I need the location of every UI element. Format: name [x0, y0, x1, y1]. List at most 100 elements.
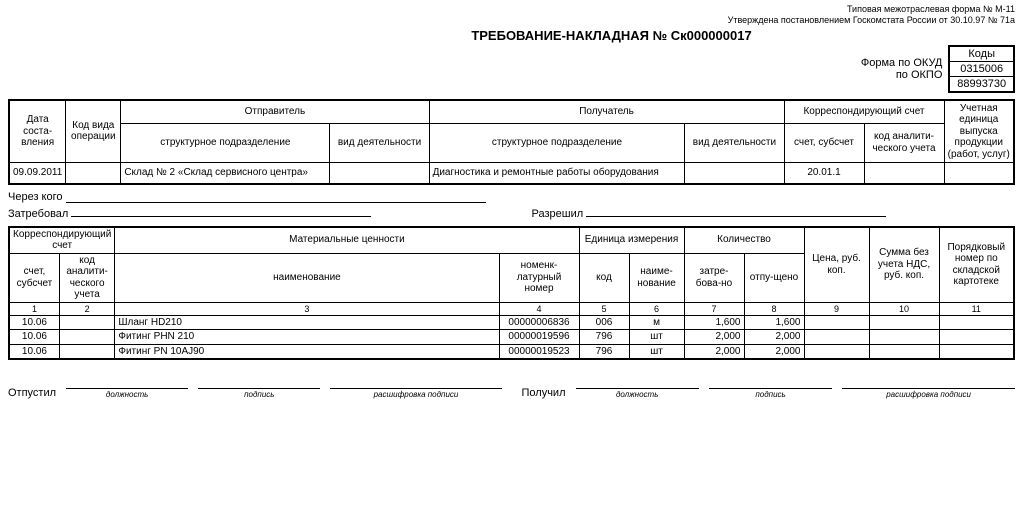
ih-code: код: [579, 253, 629, 302]
table-row: 10.06Фитинг PN 10AJ9000000019523796шт2,0…: [9, 344, 1014, 359]
table-cell: [869, 344, 939, 359]
cell-analyt: [864, 163, 944, 184]
cell-recv-struct: Диагностика и ремонтные работы оборудова…: [429, 163, 685, 184]
table-cell: [939, 344, 1014, 359]
received-position: должность: [576, 388, 699, 399]
okpo-label: по ОКПО: [861, 69, 943, 81]
table-cell: 006: [579, 315, 629, 330]
coln-3: 3: [115, 302, 499, 315]
table-cell: 10.06: [9, 330, 59, 345]
table-cell: 796: [579, 330, 629, 345]
ih-uname: наиме-нование: [629, 253, 684, 302]
coln-10: 10: [869, 302, 939, 315]
col-sender-struct: структурное подразделение: [121, 123, 330, 162]
table-cell: Фитинг PN 10AJ90: [115, 344, 499, 359]
table-cell: 2,000: [744, 330, 804, 345]
coln-5: 5: [579, 302, 629, 315]
col-acct: счет, субсчет: [784, 123, 864, 162]
table-cell: 00000006836: [499, 315, 579, 330]
table-cell: Шланг HD210: [115, 315, 499, 330]
released-label: Отпустил: [8, 387, 56, 399]
okud-value: 0315006: [950, 62, 1013, 77]
table-cell: 00000019596: [499, 330, 579, 345]
col-date: Дата соста-вления: [9, 100, 66, 163]
items-table: Корреспондирующий счет Материальные ценн…: [8, 226, 1015, 361]
through-line: [66, 191, 486, 203]
coln-9: 9: [804, 302, 869, 315]
form-notes: Типовая межотраслевая форма № М-11 Утвер…: [8, 4, 1015, 26]
table-cell: 00000019523: [499, 344, 579, 359]
cell-date: 09.09.2011: [9, 163, 66, 184]
ih-rel: отпу-щено: [744, 253, 804, 302]
ih-corr: Корреспондирующий счет: [9, 227, 115, 254]
coln-2: 2: [59, 302, 114, 315]
table-cell: шт: [629, 330, 684, 345]
allowed-line: [586, 205, 886, 217]
table-cell: [804, 344, 869, 359]
note-line2: Утверждена постановлением Госкомстата Ро…: [8, 15, 1015, 26]
requested-line: [71, 205, 371, 217]
requested-label: Затребовал: [8, 208, 68, 220]
table-cell: 2,000: [684, 330, 744, 345]
received-signature: подпись: [709, 388, 832, 399]
ih-name: наименование: [115, 253, 499, 302]
ih-unit: Единица измерения: [579, 227, 684, 254]
okpo-value: 88993730: [950, 77, 1013, 91]
col-unit: Учетная единица выпуска продукции (работ…: [944, 100, 1014, 163]
coln-1: 1: [9, 302, 59, 315]
received-label: Получил: [522, 387, 566, 399]
document-title: ТРЕБОВАНИЕ-НАКЛАДНАЯ № Ск000000017: [8, 28, 1015, 43]
table-cell: м: [629, 315, 684, 330]
table-cell: [869, 330, 939, 345]
cell-sender-struct: Склад № 2 «Склад сервисного центра»: [121, 163, 330, 184]
table-cell: 2,000: [684, 344, 744, 359]
coln-4: 4: [499, 302, 579, 315]
table-cell: 796: [579, 344, 629, 359]
coln-8: 8: [744, 302, 804, 315]
cell-sender-act: [330, 163, 429, 184]
col-opcode: Код вида операции: [66, 100, 121, 163]
ih-acct: счет, субсчет: [9, 253, 59, 302]
note-line1: Типовая межотраслевая форма № М-11: [8, 4, 1015, 15]
table-cell: шт: [629, 344, 684, 359]
released-decipher: расшифровка подписи: [330, 388, 501, 399]
ih-req: затре-бова-но: [684, 253, 744, 302]
table-cell: [59, 330, 114, 345]
requested-row: Затребовал: [8, 205, 492, 220]
coln-6: 6: [629, 302, 684, 315]
cell-recv-act: [685, 163, 784, 184]
table-cell: [939, 330, 1014, 345]
table-cell: [939, 315, 1014, 330]
table-cell: [804, 315, 869, 330]
col-sender-act: вид деятельности: [330, 123, 429, 162]
received-decipher: расшифровка подписи: [842, 388, 1015, 399]
released-signature: подпись: [198, 388, 320, 399]
col-recv-act: вид деятельности: [685, 123, 784, 162]
ih-mat: Материальные ценности: [115, 227, 579, 254]
codes-header: Коды: [950, 47, 1013, 62]
cell-opcode: [66, 163, 121, 184]
coln-11: 11: [939, 302, 1014, 315]
table-cell: 1,600: [744, 315, 804, 330]
table-cell: 2,000: [744, 344, 804, 359]
table-cell: 10.06: [9, 315, 59, 330]
table-cell: [59, 315, 114, 330]
table-cell: [804, 330, 869, 345]
cell-unit: [944, 163, 1014, 184]
allowed-row: Разрешил: [532, 205, 1016, 220]
table-cell: 1,600: [684, 315, 744, 330]
header-table: Дата соста-вления Код вида операции Отпр…: [8, 99, 1015, 185]
ih-price: Цена, руб. коп.: [804, 227, 869, 303]
table-row: 10.06Фитинг PHN 21000000019596796шт2,000…: [9, 330, 1014, 345]
ih-analyt: код аналити-ческого учета: [59, 253, 114, 302]
through-label: Через кого: [8, 191, 62, 203]
table-cell: 10.06: [9, 344, 59, 359]
table-row: 10.06Шланг HD21000000006836006м1,6001,60…: [9, 315, 1014, 330]
released-position: должность: [66, 388, 188, 399]
col-receiver: Получатель: [429, 100, 784, 124]
codes-box: Коды 0315006 88993730: [948, 45, 1015, 93]
coln-7: 7: [684, 302, 744, 315]
col-corr: Корреспондирующий счет: [784, 100, 944, 124]
ih-nomen: номенк-латурный номер: [499, 253, 579, 302]
table-cell: Фитинг PHN 210: [115, 330, 499, 345]
